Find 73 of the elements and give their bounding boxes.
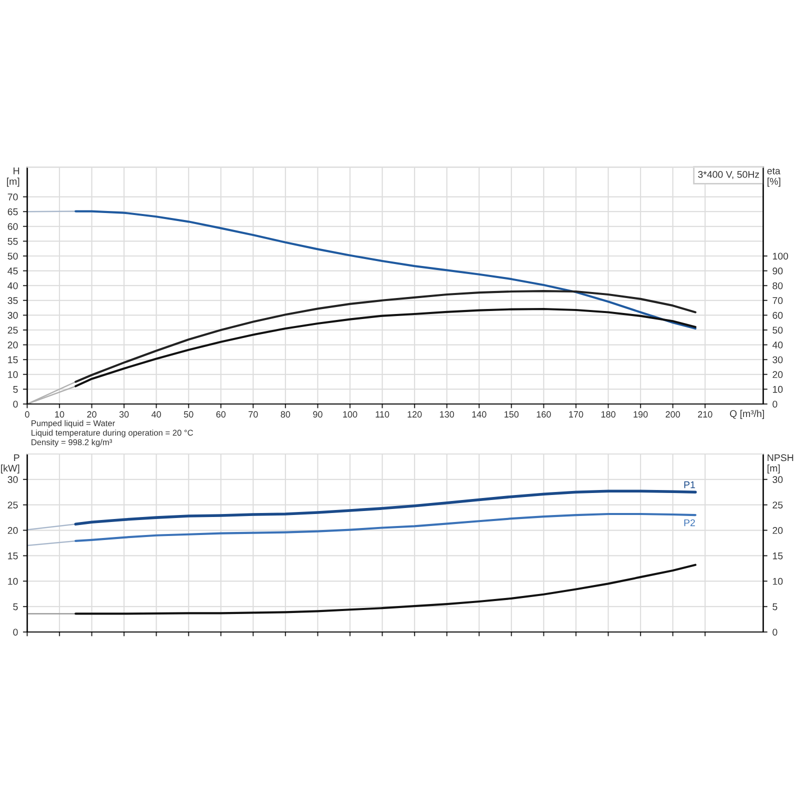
y-tick-label: 15: [8, 356, 18, 364]
x-tick-label: 80: [280, 411, 290, 418]
y-tick-label: 30: [8, 476, 18, 484]
text: Liquid temperature during operation = 20 °C: [32, 430, 194, 438]
x-tick-label: 60: [216, 411, 226, 418]
y-tick-label: 25: [8, 502, 18, 508]
y2-tick-label: 80: [772, 282, 783, 290]
y2-tick-label: 20: [772, 371, 783, 378]
x-tick-label: 90: [313, 411, 322, 418]
y-tick-label: 35: [8, 297, 18, 304]
y-axis-title: P [kW]: [1, 454, 20, 474]
y2-tick-label: 0: [772, 628, 778, 636]
y-tick-label: 50: [8, 252, 18, 260]
x-tick-label: 120: [408, 411, 422, 418]
y2-tick-label: 70: [772, 297, 783, 304]
y-tick-label: 40: [8, 282, 18, 290]
y2-tick-label: 15: [772, 552, 783, 560]
y2-tick-label: 10: [772, 578, 783, 585]
y-tick-label: 0: [13, 628, 18, 636]
x-axis-title: Q [m³/h]: [730, 410, 764, 419]
y-tick-label: 20: [8, 342, 18, 348]
x-tick-label: 170: [569, 411, 584, 418]
x-tick-label: 10: [55, 411, 64, 418]
y-tick-label: 10: [8, 578, 18, 585]
y-tick-label: 15: [8, 552, 18, 560]
y-tick-label: 65: [8, 208, 18, 216]
y-axis-title: H [m]: [7, 168, 20, 187]
x-tick-label: 210: [698, 411, 712, 418]
y2-tick-label: 5: [772, 603, 778, 610]
chart-title: 3*400 V, 50Hz: [698, 171, 760, 180]
y2-tick-label: 50: [772, 326, 783, 334]
x-tick-label: 140: [472, 411, 486, 418]
y2-tick-label: 20: [772, 527, 783, 534]
text: Pumped liquid = Water: [32, 420, 115, 428]
text: Density = 998.2 kg/m³: [32, 439, 112, 447]
x-tick-label: 180: [601, 411, 616, 418]
x-tick-label: 20: [87, 411, 96, 418]
y-tick-label: 45: [8, 268, 18, 274]
y2-tick-label: 90: [772, 268, 783, 274]
y2-axis-title: eta [%]: [767, 168, 780, 187]
x-tick-label: 200: [666, 411, 680, 418]
y-tick-label: 30: [8, 312, 18, 319]
y-tick-label: 70: [8, 194, 18, 200]
y2-tick-label: 0: [772, 400, 778, 408]
y-tick-label: 60: [8, 223, 18, 230]
y-tick-label: 0: [13, 400, 18, 408]
x-tick-label: 0: [25, 411, 30, 418]
y-tick-label: 25: [8, 326, 18, 334]
y2-tick-label: 60: [772, 312, 783, 319]
y2-axis-title: NPSH [m]: [768, 454, 794, 474]
x-tick-label: 70: [248, 411, 258, 418]
y2-tick-label: 10: [772, 386, 783, 393]
y-tick-label: 10: [8, 371, 18, 378]
x-tick-label: 150: [504, 411, 519, 418]
y-tick-label: 5: [13, 603, 18, 610]
x-tick-label: 110: [376, 411, 390, 418]
y2-tick-label: 40: [772, 342, 783, 348]
x-tick-label: 40: [152, 411, 161, 418]
x-tick-label: 130: [440, 411, 454, 418]
series-label: P2: [684, 519, 695, 526]
y2-tick-label: 30: [772, 476, 783, 484]
y2-tick-label: 100: [772, 252, 788, 260]
x-tick-label: 30: [119, 411, 129, 418]
y2-tick-label: 30: [772, 356, 783, 364]
series-label: P1: [684, 481, 695, 488]
x-tick-label: 100: [343, 411, 358, 418]
x-tick-label: 160: [536, 411, 551, 418]
x-tick-label: 50: [184, 411, 194, 418]
x-tick-label: 190: [634, 411, 648, 418]
y2-tick-label: 25: [772, 502, 783, 508]
y-tick-label: 55: [8, 238, 18, 245]
y-tick-label: 20: [8, 527, 18, 534]
y-tick-label: 5: [13, 386, 18, 393]
